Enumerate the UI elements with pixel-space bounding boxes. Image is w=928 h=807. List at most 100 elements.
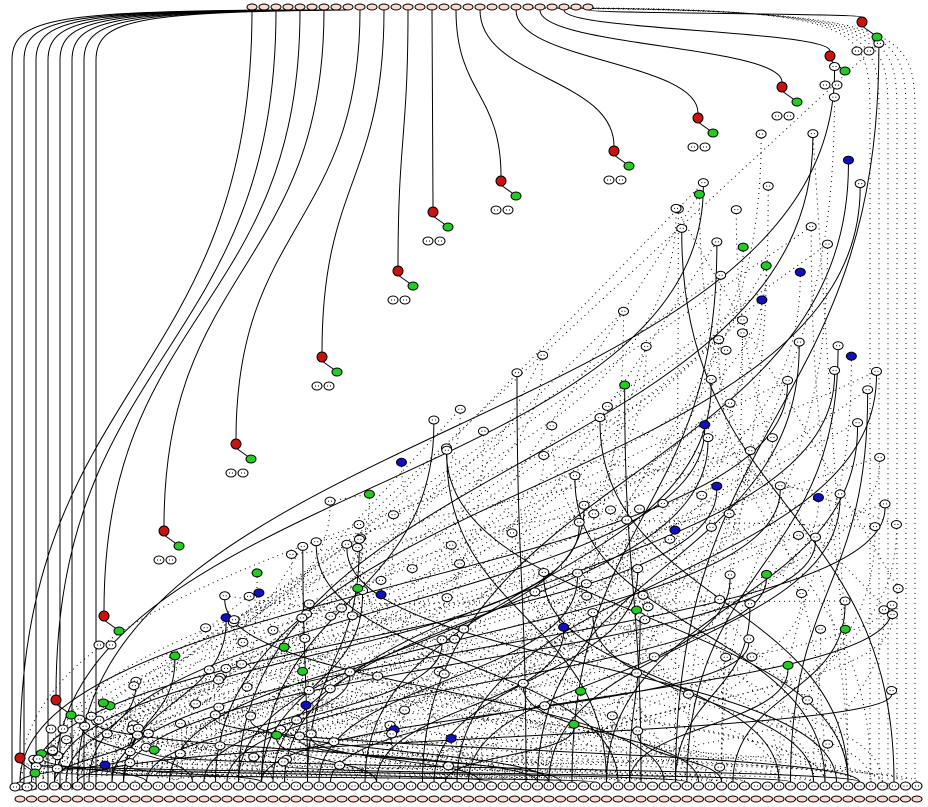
dotted-edge bbox=[721, 248, 828, 783]
sink-node bbox=[693, 795, 704, 803]
dotted-edge bbox=[219, 546, 304, 678]
node bbox=[795, 589, 807, 599]
edge bbox=[397, 9, 409, 267]
top-node bbox=[474, 3, 486, 11]
dotted-edge bbox=[675, 208, 899, 589]
node bbox=[621, 515, 633, 525]
sink-node bbox=[762, 795, 773, 803]
node bbox=[324, 496, 336, 506]
sink-node bbox=[658, 795, 670, 803]
node bbox=[640, 341, 652, 351]
dotted-edge bbox=[718, 343, 872, 783]
sink-node bbox=[440, 795, 451, 803]
dotted-edge bbox=[824, 613, 885, 783]
sink-node bbox=[670, 795, 681, 803]
green-node bbox=[839, 66, 851, 76]
node bbox=[743, 634, 755, 644]
sink-node bbox=[716, 795, 727, 803]
node bbox=[490, 205, 502, 215]
bottom-node bbox=[773, 781, 785, 791]
blue-node bbox=[375, 590, 387, 600]
dotted-edge bbox=[88, 505, 331, 783]
edge bbox=[54, 526, 580, 783]
edge bbox=[79, 723, 193, 783]
node bbox=[744, 599, 756, 609]
node bbox=[878, 605, 890, 615]
dotted-edge bbox=[586, 497, 819, 597]
green-node bbox=[65, 710, 77, 720]
green-node bbox=[760, 261, 772, 271]
bottom-node bbox=[244, 781, 256, 791]
sink-node bbox=[520, 795, 532, 803]
nodes bbox=[9, 3, 923, 803]
node bbox=[209, 710, 221, 720]
node bbox=[93, 640, 105, 650]
top-node bbox=[582, 3, 594, 11]
node bbox=[293, 731, 305, 741]
edge bbox=[629, 669, 789, 783]
sink-node bbox=[267, 795, 279, 803]
green-node bbox=[568, 719, 580, 729]
node bbox=[782, 375, 794, 385]
bottom-node bbox=[451, 781, 463, 791]
sink-node bbox=[451, 795, 463, 803]
bottom-node bbox=[693, 781, 704, 791]
edge bbox=[129, 766, 262, 783]
sink-node bbox=[164, 795, 175, 803]
sink-node bbox=[187, 795, 198, 803]
node bbox=[406, 564, 418, 574]
node bbox=[615, 175, 627, 185]
dotted-edge bbox=[674, 529, 727, 658]
bottom-node bbox=[543, 781, 555, 791]
dotted-edge bbox=[810, 230, 849, 783]
sink-node bbox=[612, 795, 624, 803]
dotted-edge bbox=[109, 709, 883, 783]
edge bbox=[563, 9, 831, 52]
node bbox=[399, 705, 411, 715]
dotted-edge bbox=[456, 407, 731, 783]
blue-node bbox=[699, 420, 711, 430]
top-node bbox=[414, 3, 426, 11]
sink-node bbox=[348, 795, 359, 803]
node bbox=[854, 179, 866, 189]
dotted-edge bbox=[31, 623, 646, 783]
node bbox=[851, 46, 863, 56]
node bbox=[310, 537, 322, 547]
red-node bbox=[608, 145, 620, 157]
top-node bbox=[522, 3, 534, 11]
node bbox=[79, 721, 91, 731]
sink-node bbox=[72, 795, 83, 803]
node bbox=[237, 468, 249, 478]
edge bbox=[95, 9, 349, 790]
green-node bbox=[363, 489, 375, 499]
red-node bbox=[230, 438, 242, 450]
node bbox=[762, 181, 774, 191]
edge bbox=[539, 9, 783, 83]
edge bbox=[19, 384, 789, 783]
node bbox=[267, 625, 279, 635]
green-node bbox=[791, 97, 803, 107]
red-node bbox=[14, 752, 26, 764]
dotted-edge bbox=[180, 723, 449, 767]
node bbox=[285, 549, 297, 559]
node bbox=[387, 295, 399, 305]
node bbox=[736, 328, 748, 338]
bottom-node bbox=[854, 781, 865, 791]
dotted-edge bbox=[305, 708, 883, 783]
bottom-node bbox=[463, 781, 474, 791]
dotted-edge bbox=[98, 571, 544, 721]
node bbox=[190, 699, 202, 709]
dotted-edge bbox=[106, 543, 348, 735]
node bbox=[771, 111, 783, 121]
node bbox=[705, 522, 717, 532]
edge bbox=[111, 507, 886, 783]
sink-node bbox=[865, 795, 877, 803]
bottom-node bbox=[221, 781, 233, 791]
node bbox=[454, 559, 466, 569]
blue-node bbox=[812, 492, 824, 502]
edge bbox=[123, 541, 817, 783]
node bbox=[212, 675, 224, 685]
top-node bbox=[546, 3, 558, 11]
blue-node bbox=[794, 267, 806, 277]
blue-node bbox=[756, 295, 768, 305]
